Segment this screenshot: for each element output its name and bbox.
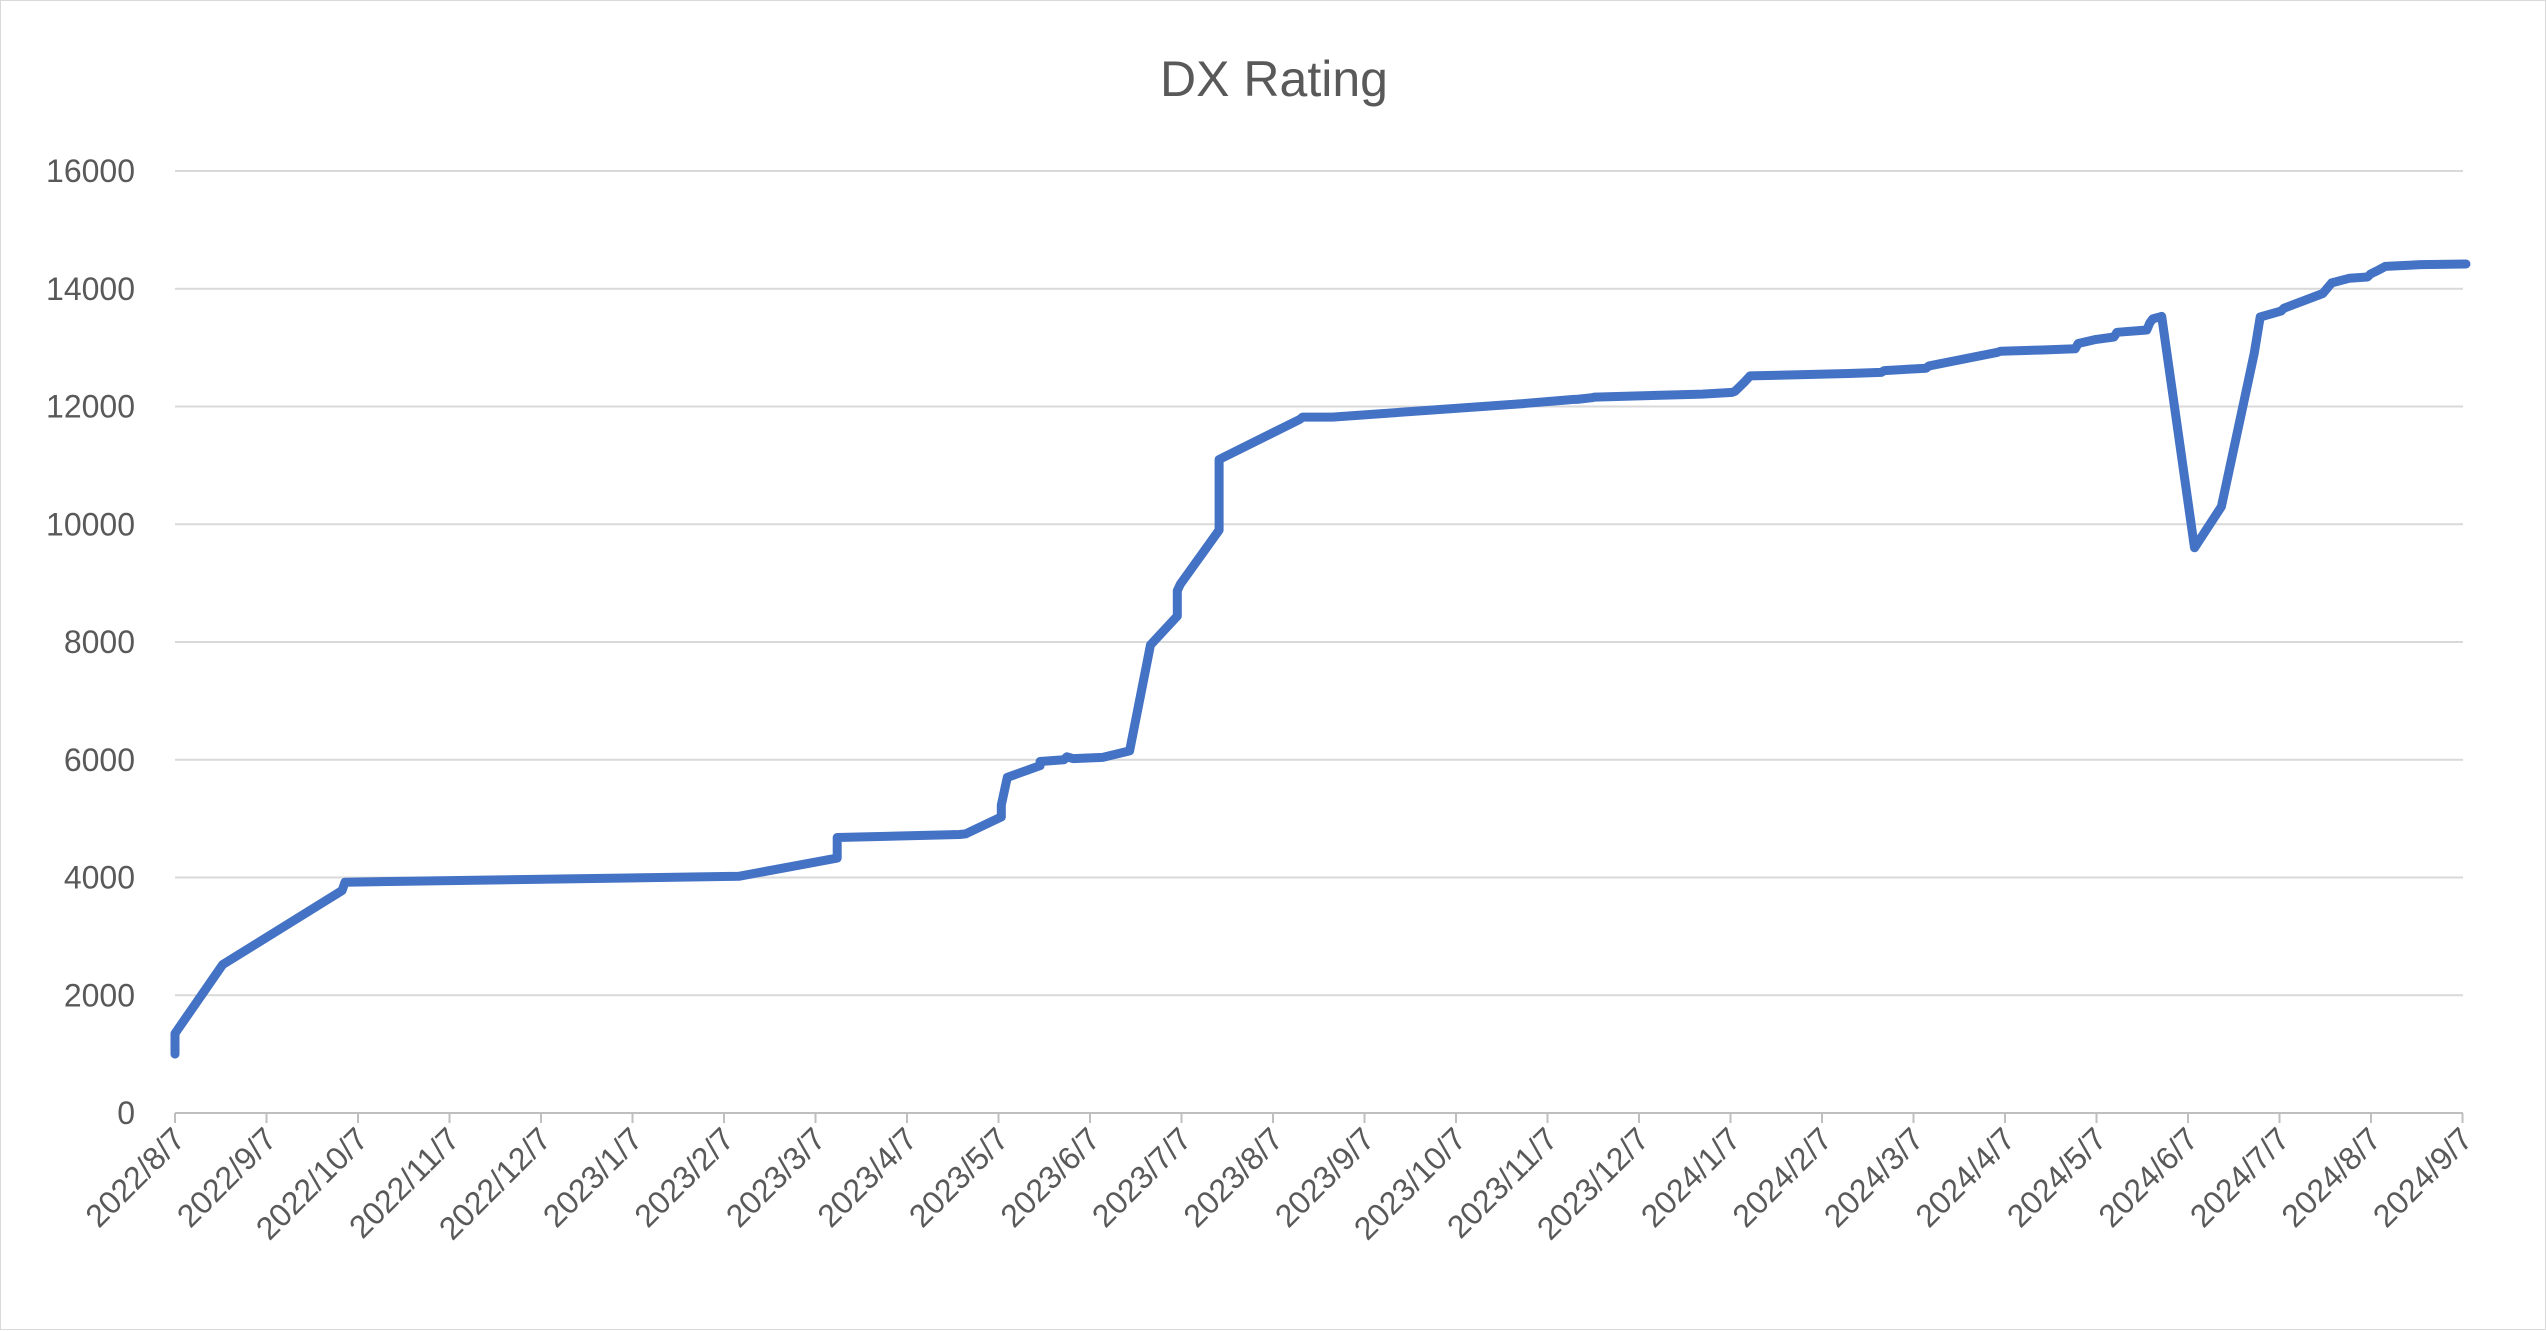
x-tick-label: 2024/7/7 xyxy=(2183,1120,2297,1234)
x-axis: 2022/8/72022/9/72022/10/72022/11/72022/1… xyxy=(78,1112,2480,1247)
y-tick-label: 8000 xyxy=(64,624,135,660)
gridlines xyxy=(175,170,2463,997)
y-tick-label: 0 xyxy=(117,1095,135,1131)
x-tick-label: 2024/4/7 xyxy=(1908,1120,2022,1234)
y-tick-label: 14000 xyxy=(46,271,135,307)
y-axis-tick-labels: 0 2000 4000 6000 8000 10000 12000 14000 16000 xyxy=(46,153,135,1131)
x-tick-label: 2023/5/7 xyxy=(902,1120,1016,1234)
x-tick-label: 2023/4/7 xyxy=(810,1120,924,1234)
chart-title: DX Rating xyxy=(1160,51,1388,107)
x-tick-label: 2023/1/7 xyxy=(536,1120,650,1234)
y-tick-label: 12000 xyxy=(46,389,135,425)
x-tick-label: 2024/8/7 xyxy=(2274,1120,2388,1234)
y-tick-label: 2000 xyxy=(64,977,135,1013)
x-tick-label: 2022/8/7 xyxy=(78,1120,192,1234)
series-lines xyxy=(170,259,2471,1059)
y-tick-label: 16000 xyxy=(46,153,135,189)
x-tick-label: 2024/5/7 xyxy=(2000,1120,2114,1234)
y-tick-label: 6000 xyxy=(64,742,135,778)
x-tick-label: 2024/2/7 xyxy=(1725,1120,1839,1234)
series-line-dx-rating xyxy=(170,259,2471,1059)
x-tick-label: 2023/2/7 xyxy=(627,1120,741,1234)
x-tick-label: 2023/6/7 xyxy=(993,1120,1107,1234)
x-tick-label: 2024/6/7 xyxy=(2091,1120,2205,1234)
y-tick-label: 4000 xyxy=(64,860,135,896)
x-tick-label: 2024/3/7 xyxy=(1817,1120,1931,1234)
x-tick-label: 2023/7/7 xyxy=(1085,1120,1199,1234)
x-tick-label: 2023/8/7 xyxy=(1176,1120,1290,1234)
x-tick-label: 2024/9/7 xyxy=(2366,1120,2480,1234)
x-tick-label: 2024/1/7 xyxy=(1634,1120,1748,1234)
y-tick-label: 10000 xyxy=(46,506,135,542)
x-tick-label: 2023/3/7 xyxy=(719,1120,833,1234)
